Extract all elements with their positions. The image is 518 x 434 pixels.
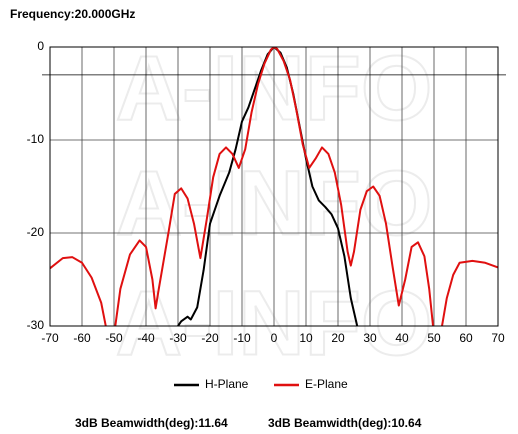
y-tick-label: -30 xyxy=(27,318,45,332)
x-tick-label: -30 xyxy=(169,331,187,345)
x-tick-label: 20 xyxy=(331,331,345,345)
y-tick-label: -20 xyxy=(27,225,45,239)
x-tick-label: 10 xyxy=(299,331,313,345)
annotation: 3dB Beamwidth(deg):11.64 xyxy=(75,416,228,430)
series-line xyxy=(50,47,498,326)
x-tick-label: 0 xyxy=(271,331,278,345)
x-tick-label: 50 xyxy=(427,331,441,345)
x-tick-label: -40 xyxy=(137,331,155,345)
x-tick-label: -60 xyxy=(73,331,91,345)
x-tick-label: 60 xyxy=(459,331,473,345)
x-tick-label: 40 xyxy=(395,331,409,345)
x-tick-label: -50 xyxy=(105,331,123,345)
y-tick-label: -10 xyxy=(27,132,45,146)
x-tick-label: -70 xyxy=(41,331,59,345)
legend-label: H-Plane xyxy=(205,377,249,391)
x-tick-label: -20 xyxy=(201,331,219,345)
x-tick-label: 70 xyxy=(491,331,505,345)
y-tick-label: 0 xyxy=(37,39,44,53)
legend-label: E-Plane xyxy=(305,377,348,391)
annotation: 3dB Beamwidth(deg):10.64 xyxy=(268,416,422,430)
x-tick-label: 30 xyxy=(363,331,377,345)
grid: -70 -60 -50 -40 -30 -20 -10 0 10 20 30 40 50 60 70 0 -10… xyxy=(27,39,506,345)
plot-area xyxy=(50,47,498,326)
chart-title: Frequency:20.000GHz xyxy=(10,7,135,21)
x-tick-label: -10 xyxy=(233,331,251,345)
plot-frame xyxy=(49,46,499,327)
